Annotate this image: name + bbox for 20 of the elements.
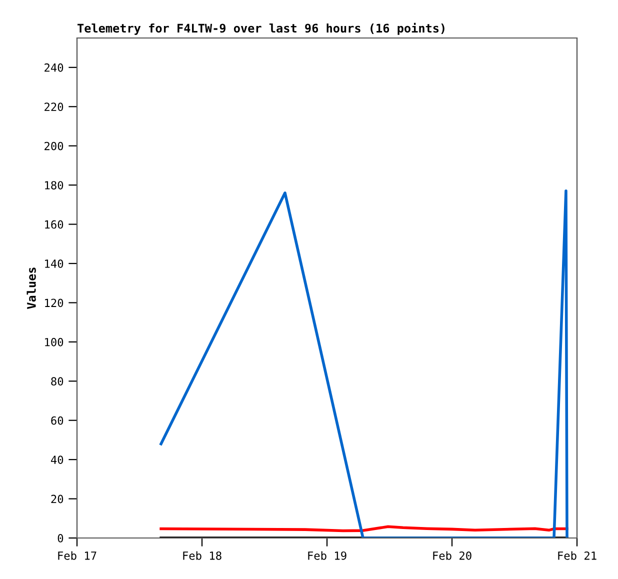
x-tick-label: Feb 18 (183, 551, 222, 560)
y-tick-label: 240 (44, 63, 64, 72)
y-tick-label: 100 (45, 338, 64, 346)
y-tick-label: 20 (51, 494, 64, 504)
y-tick-label: 140 (45, 259, 64, 268)
y-tick-label: 0 (58, 534, 64, 542)
y-tick-label: 40 (50, 456, 64, 464)
x-tick-label: Feb 19 (308, 551, 346, 560)
x-tick-label: Feb 20 (433, 551, 472, 560)
y-tick-label: 120 (45, 298, 64, 308)
y-tick-label: 60 (51, 416, 64, 425)
y-tick-label: 200 (44, 142, 64, 150)
y-tick-label: 180 (45, 181, 64, 190)
y-tick-label: 160 (45, 220, 64, 229)
x-tick-label: Feb 21 (558, 551, 596, 560)
y-axis-title: Values (26, 268, 36, 309)
x-tick-label: Feb 17 (58, 551, 96, 560)
y-tick-label: 220 (44, 102, 64, 112)
y-tick-label: 80 (51, 377, 64, 386)
chart-title: Telemetry for F4LTW-9 over last 96 hours (16 points) (78, 22, 444, 35)
